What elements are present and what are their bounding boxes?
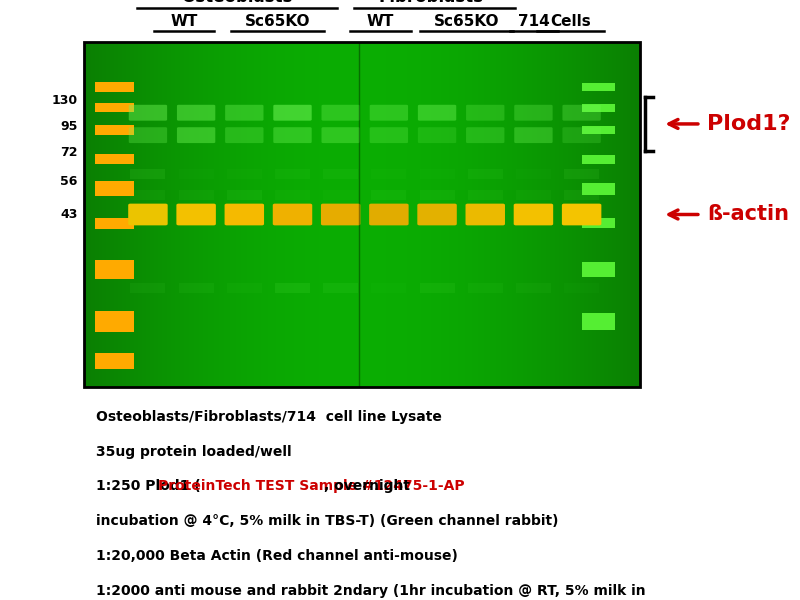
Text: 56: 56 [60,175,78,188]
Text: 1:2000 anti mouse and rabbit 2ndary (1hr incubation @ RT, 5% milk in: 1:2000 anti mouse and rabbit 2ndary (1hr… [96,584,646,598]
FancyBboxPatch shape [419,283,454,293]
FancyBboxPatch shape [418,105,456,121]
FancyBboxPatch shape [321,203,361,226]
Text: 95: 95 [60,120,78,133]
FancyBboxPatch shape [130,169,166,179]
FancyBboxPatch shape [582,218,615,228]
Text: 35ug protein loaded/well: 35ug protein loaded/well [96,445,292,458]
FancyBboxPatch shape [274,105,312,121]
FancyBboxPatch shape [95,103,134,112]
FancyBboxPatch shape [514,203,553,226]
FancyBboxPatch shape [582,126,615,134]
Text: 43: 43 [60,208,78,221]
Text: Plod1?: Plod1? [707,114,790,134]
FancyBboxPatch shape [130,190,166,200]
Text: 1:250 Plod1 (: 1:250 Plod1 ( [96,479,201,493]
FancyBboxPatch shape [322,127,360,143]
FancyBboxPatch shape [178,283,214,293]
FancyBboxPatch shape [468,283,502,293]
Text: ProteinTech TEST Sample #12475-1-AP: ProteinTech TEST Sample #12475-1-AP [158,479,465,493]
FancyBboxPatch shape [95,125,134,135]
FancyBboxPatch shape [582,104,615,112]
Text: WT: WT [170,14,198,29]
FancyBboxPatch shape [582,262,615,277]
FancyBboxPatch shape [564,190,599,200]
FancyBboxPatch shape [371,190,406,200]
FancyBboxPatch shape [95,82,134,92]
FancyBboxPatch shape [225,127,263,143]
FancyBboxPatch shape [275,283,310,293]
FancyBboxPatch shape [582,182,615,194]
FancyBboxPatch shape [129,127,167,143]
FancyBboxPatch shape [177,105,215,121]
FancyBboxPatch shape [226,190,262,200]
Text: , overnight: , overnight [325,479,410,493]
FancyBboxPatch shape [370,127,408,143]
Text: 72: 72 [60,146,78,159]
FancyBboxPatch shape [177,127,215,143]
FancyBboxPatch shape [129,105,167,121]
FancyBboxPatch shape [582,313,615,330]
FancyBboxPatch shape [176,203,216,226]
FancyBboxPatch shape [564,169,599,179]
FancyBboxPatch shape [466,105,505,121]
FancyBboxPatch shape [95,311,134,332]
FancyBboxPatch shape [418,127,456,143]
FancyBboxPatch shape [130,283,166,293]
FancyBboxPatch shape [419,190,454,200]
FancyBboxPatch shape [323,169,358,179]
FancyBboxPatch shape [95,154,134,164]
Text: Cells: Cells [550,14,591,29]
Text: ß-actin: ß-actin [707,205,789,224]
FancyBboxPatch shape [582,83,615,91]
FancyBboxPatch shape [418,203,457,226]
FancyBboxPatch shape [273,203,312,226]
Text: Fibroblasts: Fibroblasts [379,0,484,6]
FancyBboxPatch shape [95,353,134,369]
FancyBboxPatch shape [562,203,602,226]
FancyBboxPatch shape [370,105,408,121]
FancyBboxPatch shape [514,127,553,143]
FancyBboxPatch shape [178,190,214,200]
Text: Osteoblasts/Fibroblasts/714  cell line Lysate: Osteoblasts/Fibroblasts/714 cell line Ly… [96,410,442,424]
FancyBboxPatch shape [468,190,502,200]
FancyBboxPatch shape [466,127,505,143]
FancyBboxPatch shape [225,203,264,226]
Text: 130: 130 [51,94,78,107]
FancyBboxPatch shape [582,155,615,164]
FancyBboxPatch shape [275,169,310,179]
FancyBboxPatch shape [95,260,134,279]
FancyBboxPatch shape [95,218,134,229]
FancyBboxPatch shape [274,127,312,143]
Text: Sc65KO: Sc65KO [245,14,310,29]
FancyBboxPatch shape [128,203,168,226]
FancyBboxPatch shape [226,283,262,293]
Text: WT: WT [366,14,394,29]
Text: 1:20,000 Beta Actin (Red channel anti-mouse): 1:20,000 Beta Actin (Red channel anti-mo… [96,549,458,563]
FancyBboxPatch shape [468,169,502,179]
FancyBboxPatch shape [514,105,553,121]
Text: Osteoblasts: Osteoblasts [182,0,293,6]
FancyBboxPatch shape [275,190,310,200]
Text: incubation @ 4°C, 5% milk in TBS-T) (Green channel rabbit): incubation @ 4°C, 5% milk in TBS-T) (Gre… [96,514,558,528]
FancyBboxPatch shape [562,127,601,143]
FancyBboxPatch shape [562,105,601,121]
FancyBboxPatch shape [369,203,409,226]
FancyBboxPatch shape [95,181,134,196]
FancyBboxPatch shape [466,203,505,226]
FancyBboxPatch shape [225,105,263,121]
FancyBboxPatch shape [516,283,551,293]
FancyBboxPatch shape [323,283,358,293]
Text: 714: 714 [518,14,550,29]
Text: Sc65KO: Sc65KO [434,14,499,29]
FancyBboxPatch shape [322,105,360,121]
